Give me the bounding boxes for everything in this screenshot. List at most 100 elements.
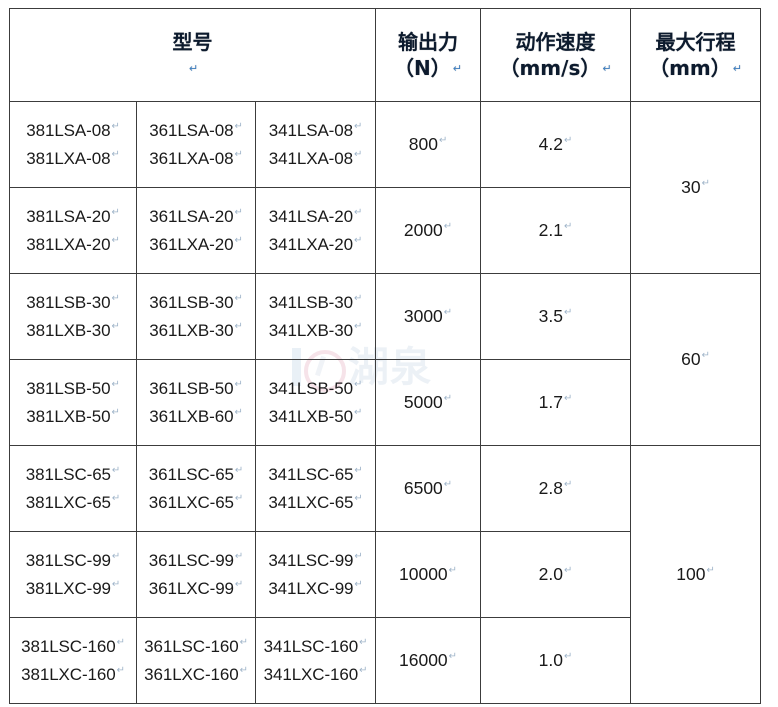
pilcrow-mark: ↵ (353, 207, 363, 219)
cell-model-series-3: 341LSA-20↵ 341LXA-20↵ (254, 187, 377, 274)
pilcrow-mark: ↵ (443, 307, 453, 319)
table-row: 381LSA-20↵ 381LXA-20↵ 361LSA-20↵ 361LXA-20↵… (9, 187, 761, 274)
cell-speed: 1.0↵ (480, 617, 632, 704)
cell-model-series-2: 361LSB-50↵ 361LXB-60↵ (136, 359, 256, 446)
table-row: 381LSC-160↵ 381LXC-160↵ 361LSC-160↵ 361LXC-… (9, 617, 761, 704)
pilcrow-mark: ↵ (701, 350, 710, 362)
cell-model-series-3: 341LSC-99↵ 341LXC-99↵ (254, 531, 377, 618)
pilcrow-mark: ↵ (234, 578, 244, 590)
model-code: 361LSC-65↵ (148, 464, 244, 484)
model-code: 361LSA-20↵ (149, 206, 243, 226)
pilcrow-mark: ↵ (354, 578, 363, 590)
pilcrow-mark: ↵ (353, 148, 363, 160)
pilcrow-mark: ↵ (234, 121, 243, 133)
pilcrow-mark: ↵ (234, 551, 244, 563)
cell-model-series-3: 341LSC-160↵ 341LXC-160↵ (254, 617, 377, 704)
cell-output-force: 2000↵ (375, 187, 482, 274)
pilcrow-mark: ↵ (706, 565, 715, 577)
value-speed: 4.2 (538, 134, 563, 154)
value-speed: 2.1 (538, 220, 563, 240)
pilcrow-mark: ↵ (448, 651, 458, 663)
cell-model-series-2: 361LSC-99↵ 361LXC-99↵ (136, 531, 256, 618)
model-code: 341LXA-20↵ (268, 234, 363, 254)
pilcrow-mark: ↵ (564, 651, 573, 663)
model-code: 381LSC-99↵ (25, 550, 121, 570)
pilcrow-mark: ↵ (353, 234, 363, 246)
pilcrow-mark: ↵ (234, 492, 244, 504)
model-code: 341LSC-65↵ (268, 464, 363, 484)
pilcrow-mark: ↵ (354, 465, 363, 477)
value-output-force: 800 (408, 134, 438, 154)
cell-model-series-2: 361LSB-30↵ 361LXB-30↵ (136, 273, 256, 360)
cell-max-stroke: 30↵ (630, 101, 762, 274)
column-header-model: 型号 ↵ (8, 8, 377, 102)
header-unit: （N） (394, 56, 451, 80)
cell-model-series-1: 381LSA-08↵ 381LXA-08↵ (9, 101, 137, 188)
pilcrow-mark: ↵ (732, 62, 742, 76)
model-code: 341LXA-08↵ (268, 148, 363, 168)
cell-output-force: 800↵ (375, 101, 482, 188)
cell-output-force: 5000↵ (375, 359, 482, 446)
model-code: 341LSC-160↵ (263, 636, 368, 656)
model-code: 381LXC-99↵ (25, 578, 121, 598)
model-code: 361LXB-30↵ (149, 320, 243, 340)
cell-model-series-3: 341LSB-50↵ 341LXB-50↵ (254, 359, 377, 446)
table-row: 381LSC-65↵ 381LXC-65↵ 361LSC-65↵ 361LXC-65↵… (9, 445, 762, 704)
pilcrow-mark: ↵ (359, 637, 368, 649)
pilcrow-mark: ↵ (111, 121, 120, 133)
pilcrow-mark: ↵ (234, 293, 243, 305)
model-code: 381LXC-65↵ (25, 492, 121, 512)
header-line: 动作速度 (515, 29, 596, 54)
model-code: 381LSB-30↵ (26, 292, 120, 312)
value-output-force: 16000 (399, 650, 448, 670)
table-header: 型号 ↵ 输出力 （N） ↵ 动作速度 （mm/s） ↵ 最大行程 （mm） ↵ (8, 8, 762, 102)
value-max-stroke: 60 (681, 349, 701, 369)
model-code: 361LSB-30↵ (149, 292, 243, 312)
value-output-force: 2000 (403, 220, 443, 240)
pilcrow-mark: ↵ (234, 148, 243, 160)
value-output-force: 10000 (399, 564, 448, 584)
pilcrow-mark: ↵ (438, 135, 448, 147)
model-code: 361LSA-08↵ (149, 120, 243, 140)
cell-model-series-1: 381LSC-160↵ 381LXC-160↵ (9, 617, 137, 704)
pilcrow-mark: ↵ (564, 565, 573, 577)
cell-speed: 2.8↵ (480, 445, 632, 532)
table-body: 381LSA-08↵ 381LXA-08↵ 361LSA-08↵ 361LXA-08↵… (9, 101, 762, 704)
value-output-force: 3000 (403, 306, 443, 326)
model-code: 381LXB-30↵ (26, 320, 120, 340)
cell-output-force: 10000↵ (375, 531, 482, 618)
pilcrow-mark: ↵ (353, 320, 363, 332)
model-code: 341LSB-30↵ (268, 292, 363, 312)
cell-model-series-2: 361LSA-08↵ 361LXA-08↵ (136, 101, 256, 188)
pilcrow-mark: ↵ (359, 664, 368, 676)
pilcrow-mark: ↵ (443, 221, 453, 233)
pilcrow-mark: ↵ (234, 465, 244, 477)
table-row: 381LSB-30↵ 381LXB-30↵ 361LSB-30↵ 361LXB-30↵… (9, 273, 762, 446)
pilcrow-mark: ↵ (234, 406, 243, 418)
pilcrow-mark: ↵ (111, 379, 120, 391)
model-code: 361LSB-50↵ (149, 378, 243, 398)
header-line: 输出力 (398, 29, 459, 54)
pilcrow-mark: ↵ (111, 320, 120, 332)
model-code: 381LSC-160↵ (21, 636, 125, 656)
model-code: 341LXB-50↵ (268, 406, 363, 426)
cell-model-series-1: 381LSB-30↵ 381LXB-30↵ (9, 273, 137, 360)
pilcrow-mark: ↵ (602, 62, 612, 76)
cell-speed: 4.2↵ (480, 101, 632, 188)
pilcrow-mark: ↵ (111, 465, 121, 477)
cell-speed: 2.0↵ (480, 531, 632, 618)
pilcrow-mark: ↵ (354, 492, 363, 504)
pilcrow-mark: ↵ (111, 293, 120, 305)
value-speed: 2.0 (538, 564, 563, 584)
header-unit: （mm/s） (499, 56, 601, 80)
cell-speed: 3.5↵ (480, 273, 632, 360)
pilcrow-mark: ↵ (448, 565, 458, 577)
table-row: 381LSA-08↵ 381LXA-08↵ 361LSA-08↵ 361LXA-08↵… (9, 101, 762, 274)
value-speed: 3.5 (538, 306, 563, 326)
cell-model-series-1: 381LSC-65↵ 381LXC-65↵ (9, 445, 137, 532)
model-code: 341LSC-99↵ (268, 550, 363, 570)
header-line: 最大行程 (655, 29, 736, 54)
model-code: 381LXA-08↵ (26, 148, 120, 168)
pilcrow-mark: ↵ (234, 234, 243, 246)
